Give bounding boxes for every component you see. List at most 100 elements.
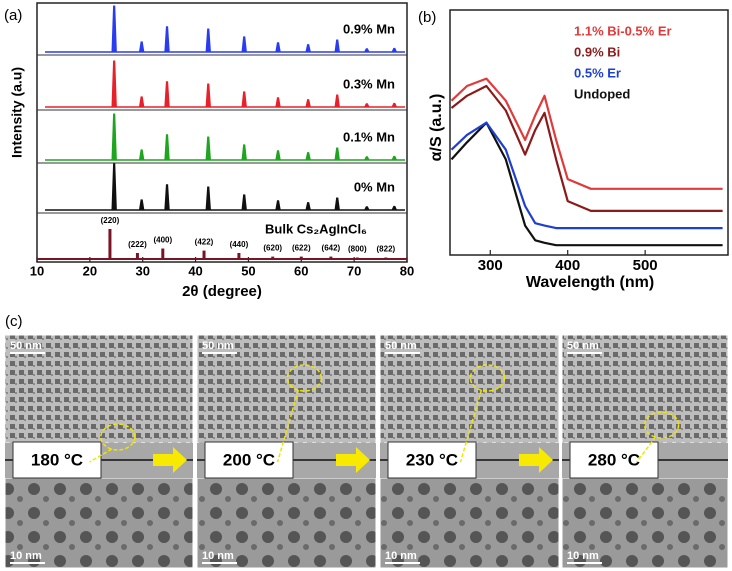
reference-bar bbox=[161, 249, 164, 260]
legend-entry: Undoped bbox=[574, 86, 630, 101]
hkl-label: (400) bbox=[153, 236, 172, 245]
pattern-peak bbox=[206, 137, 210, 160]
y-axis-label: α/S (a.u.) bbox=[428, 94, 445, 162]
pattern-peak bbox=[392, 103, 396, 107]
reference-bar bbox=[384, 258, 387, 260]
pattern-peak bbox=[165, 82, 169, 107]
scale-label-top: 50 nm bbox=[202, 340, 234, 352]
reference-bar bbox=[271, 257, 274, 259]
pattern-peak bbox=[306, 45, 310, 52]
page: (a) 10 20 30 40 50 60 70 80 2θ (degree) Intensity … bbox=[0, 0, 732, 571]
y-axis-label: Intensity (a.u) bbox=[9, 67, 25, 158]
legend-entry: 0.9% Bi bbox=[574, 44, 620, 59]
hkl-label: (222) bbox=[128, 240, 147, 249]
reference-bar bbox=[136, 253, 139, 259]
hkl-label: (622) bbox=[292, 244, 311, 253]
temperature-label: 230 °C bbox=[406, 450, 458, 469]
panel-label: (b) bbox=[418, 9, 436, 26]
hkl-label: (822) bbox=[377, 245, 396, 254]
spectrum-line bbox=[452, 123, 723, 246]
pattern-peak bbox=[112, 6, 116, 52]
scale-label-top: 50 nm bbox=[385, 340, 417, 352]
x-tick-label: 70 bbox=[347, 263, 361, 278]
pattern-peak bbox=[335, 148, 339, 160]
pattern-peak bbox=[392, 156, 396, 160]
scale-label-bottom: 10 nm bbox=[10, 550, 42, 562]
x-tick-label: 40 bbox=[188, 263, 202, 278]
reference-label: Bulk Cs₂AgInCl₆ bbox=[265, 221, 367, 236]
panel-label: (a) bbox=[4, 7, 22, 24]
scale-label-top: 50 nm bbox=[567, 340, 599, 352]
x-tick-label: 500 bbox=[633, 257, 658, 274]
pattern-peak bbox=[242, 37, 246, 52]
x-tick-label: 10 bbox=[30, 263, 44, 278]
hkl-label: (440) bbox=[230, 240, 249, 249]
x-tick-label: 50 bbox=[241, 263, 255, 278]
pattern-peak bbox=[276, 201, 280, 210]
pattern-peak bbox=[112, 61, 116, 107]
pattern-peak bbox=[276, 98, 280, 107]
pattern-peak bbox=[242, 195, 246, 210]
pattern-peak bbox=[206, 84, 210, 107]
pattern-peak bbox=[165, 135, 169, 160]
pattern-peak bbox=[365, 104, 369, 107]
pattern-peak bbox=[242, 92, 246, 107]
x-tick-label: 60 bbox=[294, 263, 308, 278]
pattern-peak bbox=[276, 151, 280, 160]
pattern-peak bbox=[365, 49, 369, 52]
series-label: 0.1% Mn bbox=[343, 129, 395, 144]
pattern-peak bbox=[306, 100, 310, 107]
pattern-peak bbox=[392, 48, 396, 52]
pattern-peak bbox=[206, 29, 210, 52]
x-axis-label: 2θ (degree) bbox=[182, 283, 262, 300]
x-axis-label: Wavelength (nm) bbox=[526, 274, 654, 291]
x-tick-label: 20 bbox=[83, 263, 97, 278]
x-tick-label: 400 bbox=[555, 257, 580, 274]
temperature-label: 180 °C bbox=[31, 450, 83, 469]
figure: (a) 10 20 30 40 50 60 70 80 2θ (degree) Intensity … bbox=[0, 0, 732, 571]
pattern-peak bbox=[242, 145, 246, 160]
pattern-peak bbox=[335, 198, 339, 210]
pattern-peak bbox=[335, 95, 339, 107]
hkl-label: (800) bbox=[348, 245, 367, 254]
pattern-peak bbox=[206, 187, 210, 210]
pattern-peak bbox=[139, 150, 143, 160]
reference-bar bbox=[300, 257, 303, 259]
hkl-label: (220) bbox=[101, 216, 120, 225]
series-label: 0% Mn bbox=[354, 179, 395, 194]
scale-label-bottom: 10 nm bbox=[202, 550, 234, 562]
spectrum-line bbox=[452, 123, 723, 228]
spectrum-line bbox=[452, 86, 723, 211]
reference-bar bbox=[203, 251, 206, 259]
legend-entry: 0.5% Er bbox=[574, 65, 621, 80]
series-label: 0.3% Mn bbox=[343, 76, 395, 91]
x-tick-label: 300 bbox=[478, 257, 503, 274]
temperature-label: 200 °C bbox=[223, 450, 275, 469]
pattern-peak bbox=[335, 40, 339, 52]
pattern-peak bbox=[112, 164, 116, 210]
x-tick-label: 30 bbox=[135, 263, 149, 278]
reference-bar bbox=[108, 229, 111, 259]
pattern-peak bbox=[365, 207, 369, 210]
hkl-label: (422) bbox=[195, 238, 214, 247]
temperature-label: 280 °C bbox=[588, 450, 640, 469]
pattern-peak bbox=[139, 42, 143, 52]
pattern-peak bbox=[165, 185, 169, 210]
reference-bar bbox=[237, 253, 240, 259]
scale-label-bottom: 10 nm bbox=[385, 550, 417, 562]
pattern-peak bbox=[365, 157, 369, 160]
panel-label: (c) bbox=[5, 313, 23, 330]
scale-label-bottom: 10 nm bbox=[567, 550, 599, 562]
pattern-peak bbox=[112, 114, 116, 160]
pattern-peak bbox=[392, 206, 396, 210]
x-tick-label: 80 bbox=[400, 263, 414, 278]
reference-bar bbox=[329, 257, 332, 259]
hkl-label: (642) bbox=[322, 244, 341, 253]
pattern-peak bbox=[306, 203, 310, 210]
hkl-label: (620) bbox=[263, 244, 282, 253]
pattern-peak bbox=[306, 153, 310, 160]
pattern-peak bbox=[276, 43, 280, 52]
pattern-peak bbox=[139, 200, 143, 210]
legend-entry: 1.1% Bi-0.5% Er bbox=[574, 23, 672, 38]
scale-label-top: 50 nm bbox=[10, 340, 42, 352]
